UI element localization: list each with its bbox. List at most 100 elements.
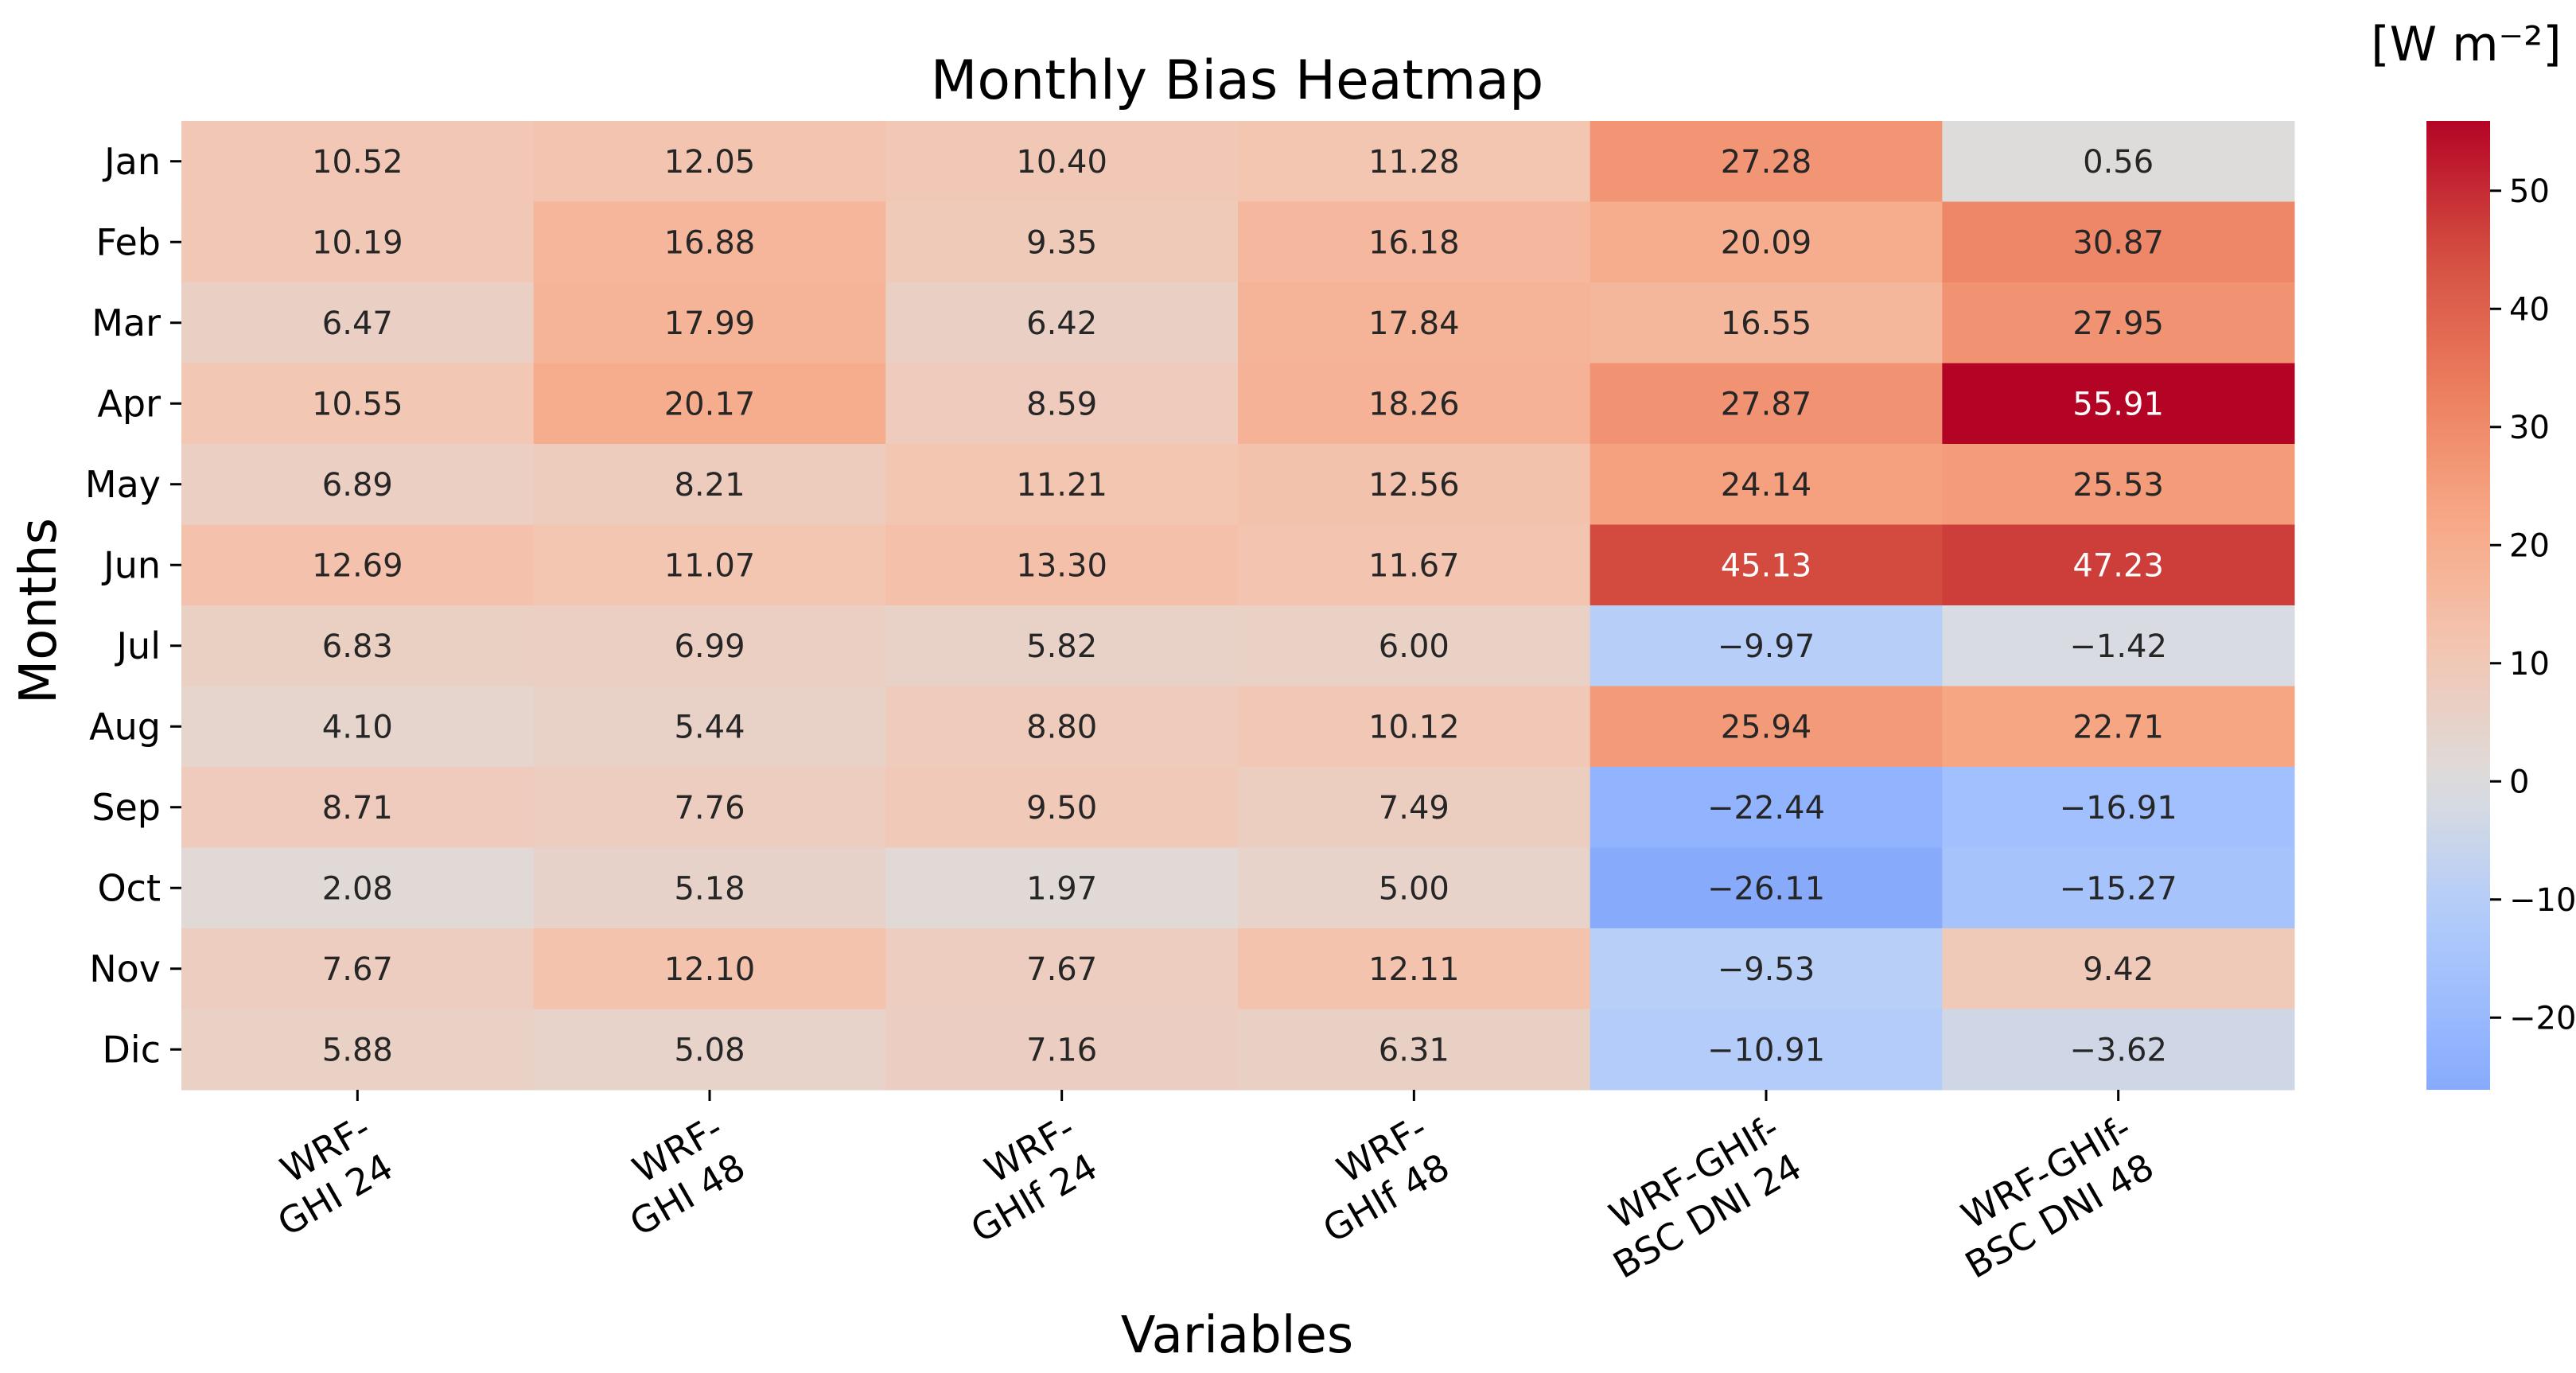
y-tick-label: Dic [103, 1028, 161, 1071]
heatmap-cell [885, 282, 1239, 364]
colorbar-tick-label: 10 [2509, 646, 2550, 683]
colorbar-tick-label: −20 [2509, 1000, 2576, 1037]
cell-value-label: 5.00 [1379, 870, 1449, 907]
heatmap-cell [1942, 928, 2295, 1009]
heatmap-cell [1942, 847, 2295, 929]
cell-value-label: 2.08 [322, 870, 393, 907]
cell-value-label: 12.05 [664, 144, 756, 181]
heatmap-cell [1590, 767, 1943, 848]
cell-value-label: 55.91 [2072, 386, 2164, 422]
cell-value-label: 25.94 [1721, 709, 1812, 745]
x-tick-label-text: WRF-GHI 48 [601, 1107, 753, 1245]
heatmap-cell [885, 767, 1239, 848]
heatmap-cell [1942, 1009, 2295, 1091]
cell-value-label: 5.08 [674, 1032, 745, 1068]
heatmap-cell [533, 605, 886, 686]
colorbar-tick-label: 30 [2509, 410, 2550, 446]
heatmap-cell [1590, 363, 1943, 445]
heatmap-cell [1238, 847, 1591, 929]
y-tick-label: Nov [89, 947, 161, 990]
colorbar-unit-label: [W m⁻²] [2371, 17, 2561, 72]
heatmap-cell [533, 444, 886, 525]
cell-value-label: 7.76 [674, 790, 745, 827]
cell-value-label: 6.00 [1379, 628, 1449, 665]
cell-value-label: 6.47 [322, 305, 393, 342]
cell-value-label: −26.11 [1707, 870, 1825, 907]
cell-value-label: 6.83 [322, 628, 393, 665]
heatmap-cell [181, 605, 535, 686]
colorbar-tick-label: 20 [2509, 527, 2550, 564]
cell-value-label: 25.53 [2072, 467, 2164, 504]
cell-value-label: 6.99 [674, 628, 745, 665]
cell-value-label: 11.07 [664, 547, 756, 584]
heatmap-cell [533, 121, 886, 202]
x-tick-label: WRF-GHIf 24 [963, 1107, 1104, 1251]
heatmap-cell [1238, 201, 1591, 283]
heatmap-cell [1590, 524, 1943, 606]
cell-value-label: 7.49 [1379, 790, 1449, 827]
heatmap-cell [1238, 767, 1591, 848]
cell-value-label: −10.91 [1707, 1032, 1825, 1068]
cell-value-label: −9.97 [1718, 628, 1815, 665]
heatmap-cell [885, 201, 1239, 283]
y-tick-label: Jun [101, 543, 161, 586]
y-tick-label: Jan [102, 140, 161, 183]
cell-value-label: 17.84 [1368, 305, 1460, 342]
cell-value-label: 12.56 [1368, 467, 1460, 504]
x-tick-label-text: WRF-GHI 24 [248, 1107, 400, 1245]
heatmap-cell [1942, 605, 2295, 686]
y-tick-label: Feb [96, 220, 161, 263]
y-tick-label: Jul [114, 624, 161, 667]
cell-value-label: 20.09 [1721, 224, 1812, 261]
y-axis-label: Months [10, 518, 68, 704]
heatmap-cell [885, 1009, 1239, 1091]
heatmap-cell [181, 201, 535, 283]
heatmap-cell [1942, 121, 2295, 202]
cell-value-label: 16.18 [1368, 224, 1460, 261]
cell-value-label: 10.19 [312, 224, 403, 261]
heatmap-cell [1590, 201, 1943, 283]
heatmap-cell [1238, 605, 1591, 686]
cell-value-label: 6.89 [322, 467, 393, 504]
heatmap-cell [1942, 444, 2295, 525]
cell-value-label: 16.55 [1721, 305, 1812, 342]
heatmap-cell [885, 686, 1239, 768]
colorbar-ticks: −20 −10 0 10 20 30 40 50 [2490, 173, 2576, 1037]
cell-value-label: 16.88 [664, 224, 756, 261]
cell-value-label: 5.44 [674, 709, 745, 745]
heatmap-cell [1590, 121, 1943, 202]
cell-value-label: 12.11 [1368, 951, 1460, 988]
cell-value-label: 6.42 [1026, 305, 1097, 342]
cell-value-label: 17.99 [664, 305, 756, 342]
cell-value-label: 8.59 [1026, 386, 1097, 422]
cell-value-label: −22.44 [1707, 790, 1825, 827]
y-tick-label: Sep [91, 786, 161, 829]
heatmap-cell [1238, 1009, 1591, 1091]
colorbar-tick-label: 50 [2509, 173, 2550, 210]
colorbar-tick-label: −10 [2509, 882, 2576, 919]
cell-value-label: 12.10 [664, 951, 756, 988]
heatmap-cell [1942, 767, 2295, 848]
x-tick-label-text: WRF-GHIf-BSC DNI 48 [1936, 1107, 2161, 1287]
heatmap-cell [181, 767, 535, 848]
cell-value-label: 10.52 [312, 144, 403, 181]
heatmap-cell [533, 363, 886, 445]
heatmap-cell [1238, 282, 1591, 364]
heatmap-cell [181, 363, 535, 445]
y-axis-ticks: Jan Feb Mar Apr May Jun Jul Aug Sep Oct Nov Dic [85, 140, 181, 1071]
cell-value-label: 9.35 [1026, 224, 1097, 261]
cell-value-label: −3.62 [2069, 1032, 2167, 1068]
cell-value-label: 27.95 [2072, 305, 2164, 342]
cell-value-label: 8.80 [1026, 709, 1097, 745]
cell-value-label: −1.42 [2069, 628, 2167, 665]
x-axis-label: Variables [1121, 1306, 1353, 1365]
heatmap-cell [1942, 201, 2295, 283]
cell-value-label: 0.56 [2083, 144, 2154, 181]
heatmap-cell [1942, 282, 2295, 364]
cell-value-label: 12.69 [312, 547, 403, 584]
x-tick-label: WRF-GHI 24 [248, 1107, 400, 1245]
cell-value-label: 10.55 [312, 386, 403, 422]
heatmap-cell [181, 928, 535, 1009]
heatmap-cell [533, 686, 886, 768]
cell-value-label: 18.26 [1368, 386, 1460, 422]
